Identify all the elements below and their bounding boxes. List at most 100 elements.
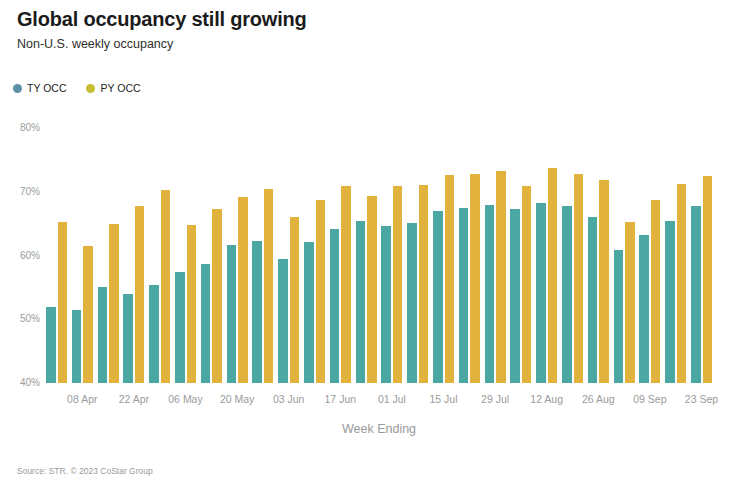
bar-group — [691, 128, 712, 383]
bar-group — [201, 128, 222, 383]
bar-group — [510, 128, 531, 383]
bar-ty-occ — [433, 211, 443, 383]
x-axis-tick-label: 15 Jul — [429, 393, 457, 405]
bar-ty-occ — [485, 205, 495, 384]
legend-item-py-occ: PY OCC — [86, 82, 140, 94]
bar-py-occ — [548, 168, 558, 383]
bar-group — [433, 128, 454, 383]
chart-legend: TY OCC PY OCC — [13, 82, 141, 94]
bar-ty-occ — [72, 310, 82, 383]
bar-ty-occ — [614, 250, 624, 383]
bar-group — [381, 128, 402, 383]
x-axis-tick-label: 01 Jul — [378, 393, 406, 405]
x-axis-tick-label: 12 Aug — [530, 393, 563, 405]
bar-py-occ — [187, 225, 197, 383]
chart-page: Global occupancy still growing Non-U.S. … — [0, 0, 732, 489]
bar-py-occ — [470, 174, 480, 383]
bar-group — [304, 128, 325, 383]
legend-dot-icon — [13, 84, 22, 93]
bar-py-occ — [316, 200, 326, 383]
bar-py-occ — [109, 224, 119, 383]
x-axis-tick-label: 06 May — [168, 393, 202, 405]
bar-py-occ — [341, 186, 351, 383]
bar-group — [149, 128, 170, 383]
legend-label: TY OCC — [27, 82, 66, 94]
bar-ty-occ — [98, 287, 108, 383]
x-axis-tick-label: 20 May — [220, 393, 254, 405]
bar-ty-occ — [149, 285, 159, 383]
bar-group — [227, 128, 248, 383]
bar-py-occ — [574, 174, 584, 383]
bar-group — [536, 128, 557, 383]
bar-ty-occ — [123, 294, 133, 383]
bar-group — [278, 128, 299, 383]
bar-py-occ — [419, 185, 429, 383]
bar-ty-occ — [330, 229, 340, 383]
legend-dot-icon — [86, 84, 95, 93]
bar-py-occ — [496, 171, 506, 383]
bar-ty-occ — [381, 226, 391, 383]
bar-ty-occ — [691, 206, 701, 383]
bar-group — [175, 128, 196, 383]
bar-group — [639, 128, 660, 383]
bar-py-occ — [445, 175, 455, 383]
bar-py-occ — [522, 186, 532, 383]
bar-group — [407, 128, 428, 383]
bar-py-occ — [651, 200, 661, 383]
bar-py-occ — [212, 209, 222, 383]
bar-py-occ — [703, 176, 713, 383]
legend-item-ty-occ: TY OCC — [13, 82, 66, 94]
bar-py-occ — [290, 217, 300, 383]
bar-group — [98, 128, 119, 383]
bar-ty-occ — [510, 209, 520, 383]
bar-group — [485, 128, 506, 383]
x-axis-tick-label: 17 Jun — [325, 393, 357, 405]
x-axis-tick-label: 23 Sep — [685, 393, 718, 405]
y-axis-tick-label: 40% — [0, 378, 40, 388]
bar-py-occ — [599, 180, 609, 383]
bar-ty-occ — [175, 272, 185, 383]
source-attribution: Source: STR. © 2023 CoStar Group — [17, 466, 153, 476]
bar-py-occ — [83, 246, 93, 383]
bar-group — [562, 128, 583, 383]
bar-group — [459, 128, 480, 383]
bar-ty-occ — [46, 307, 56, 384]
bar-group — [46, 128, 67, 383]
bar-py-occ — [58, 222, 68, 383]
bar-py-occ — [161, 190, 171, 383]
bar-py-occ — [264, 189, 274, 383]
bar-ty-occ — [356, 221, 366, 383]
bar-ty-occ — [459, 208, 469, 383]
chart-title: Global occupancy still growing — [17, 8, 307, 31]
bar-group — [72, 128, 93, 383]
x-axis-tick-label: 09 Sep — [633, 393, 666, 405]
x-axis-tick-label: 22 Apr — [119, 393, 149, 405]
y-axis-tick-label: 60% — [0, 251, 40, 261]
bar-ty-occ — [536, 203, 546, 383]
bar-py-occ — [625, 222, 635, 383]
y-axis-tick-label: 50% — [0, 314, 40, 324]
bar-group — [123, 128, 144, 383]
bar-py-occ — [393, 186, 403, 383]
bar-ty-occ — [278, 259, 288, 383]
x-axis-title: Week Ending — [342, 422, 416, 436]
bar-ty-occ — [201, 264, 211, 383]
bar-ty-occ — [665, 221, 675, 383]
x-axis-tick-label: 03 Jun — [273, 393, 305, 405]
bar-ty-occ — [227, 245, 237, 383]
bar-group — [330, 128, 351, 383]
bar-group — [614, 128, 635, 383]
x-axis-tick-label: 26 Aug — [582, 393, 615, 405]
chart-subtitle: Non-U.S. weekly occupancy — [17, 37, 173, 51]
bar-group — [356, 128, 377, 383]
bar-ty-occ — [562, 206, 572, 383]
x-axis-tick-label: 29 Jul — [481, 393, 509, 405]
bar-group — [665, 128, 686, 383]
y-axis-tick-label: 80% — [0, 123, 40, 133]
bar-group — [252, 128, 273, 383]
plot-area — [46, 128, 712, 383]
bar-py-occ — [367, 196, 377, 383]
bar-ty-occ — [407, 223, 417, 383]
bar-ty-occ — [304, 242, 314, 383]
bar-group — [588, 128, 609, 383]
